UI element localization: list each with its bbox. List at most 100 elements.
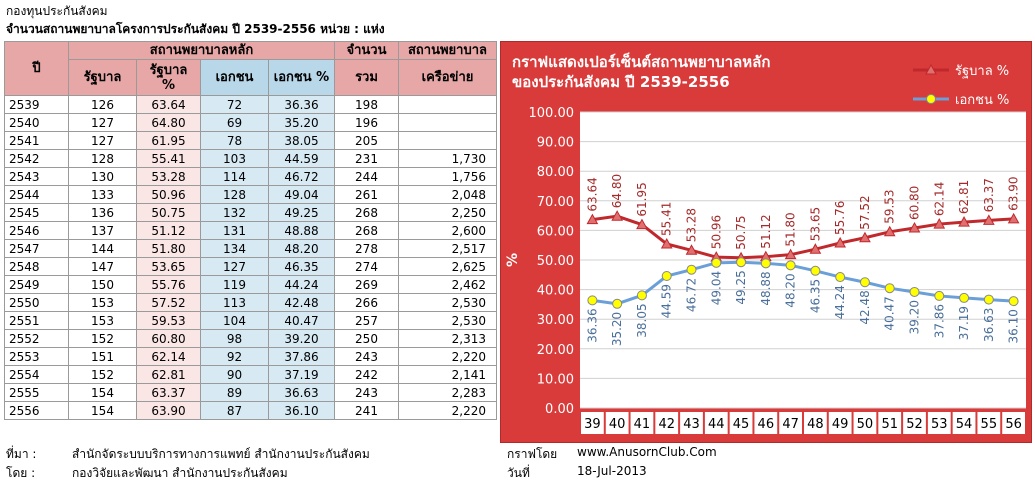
cell-gov: 136 — [68, 203, 137, 222]
cell-gov: 144 — [68, 239, 137, 258]
header-gov-pct: รัฐบาล % — [136, 59, 201, 96]
by-label: โดย : — [6, 466, 36, 480]
cell-private: 131 — [200, 221, 269, 240]
cell-gov: 152 — [68, 329, 137, 348]
cell-network: 1,756 — [398, 167, 497, 186]
table-row: 2547 144 51.80 134 48.20 278 2,517 — [4, 239, 497, 258]
x-tick-box — [680, 412, 703, 434]
data-label-priv: 35.20 — [610, 312, 624, 346]
table-title: จำนวนสถานพยาบาลโครงการประกันสังคม ปี 253… — [6, 22, 385, 36]
cell-private: 103 — [200, 149, 269, 168]
date-value: 18-Jul-2013 — [577, 464, 647, 478]
cell-network: 2,462 — [398, 275, 497, 294]
cell-year: 2551 — [4, 311, 69, 330]
cell-year: 2550 — [4, 293, 69, 312]
x-tick-label: 52 — [906, 417, 923, 432]
data-label-priv: 39.20 — [908, 300, 922, 334]
cell-total: 268 — [334, 221, 399, 240]
gov-point — [809, 243, 822, 254]
cell-network: 2,530 — [398, 293, 497, 312]
data-label-gov: 55.76 — [833, 201, 847, 235]
private-point — [983, 294, 994, 305]
table-row: 2546 137 51.12 131 48.88 268 2,600 — [4, 221, 497, 240]
data-table: ปี สถานพยาบาลหลัก จำนวน สถานพยาบาล รัฐบา… — [4, 41, 497, 420]
cell-private-pct: 49.25 — [268, 203, 335, 222]
cell-total: 269 — [334, 275, 399, 294]
x-tick-label: 49 — [832, 417, 849, 432]
gov-point — [611, 210, 624, 221]
header-network: สถานพยาบาล — [398, 41, 497, 60]
x-tick-box — [581, 412, 604, 434]
table-row: 2556 154 63.90 87 36.10 241 2,220 — [4, 401, 497, 420]
gov-point — [1007, 212, 1020, 224]
data-label-priv: 37.19 — [957, 306, 971, 340]
data-label-gov: 53.65 — [808, 207, 822, 241]
data-label-gov: 64.80 — [610, 174, 624, 208]
table-row: 2542 128 55.41 103 44.59 231 1,730 — [4, 149, 497, 168]
cell-gov: 133 — [68, 185, 137, 204]
data-label-priv: 44.24 — [833, 285, 847, 319]
y-tick-label: 0.00 — [545, 402, 574, 417]
data-label-priv: 37.86 — [932, 304, 946, 338]
cell-gov: 128 — [68, 149, 137, 168]
x-tick-box — [977, 412, 1001, 434]
x-tick-box — [903, 412, 926, 434]
legend-gov-label: รัฐบาล % — [955, 64, 1009, 79]
data-label-priv: 48.88 — [759, 271, 773, 305]
line-chart: กราฟแสดงเปอร์เซ็นต์สถานพยาบาลหลักของประก… — [505, 52, 1026, 434]
cell-private-pct: 37.19 — [268, 365, 335, 384]
cell-gov-pct: 62.81 — [136, 365, 201, 384]
cell-network: 2,048 — [398, 185, 497, 204]
cell-private-pct: 44.24 — [268, 275, 335, 294]
cell-total: 231 — [334, 149, 399, 168]
gov-point — [586, 213, 599, 225]
cell-total: 243 — [334, 347, 399, 366]
gov-point — [834, 236, 847, 248]
source-label: ที่มา : — [6, 447, 37, 461]
x-tick-box — [655, 412, 679, 434]
cell-private: 78 — [200, 131, 269, 150]
cell-private-pct: 49.04 — [268, 185, 335, 204]
data-label-gov: 62.14 — [932, 182, 946, 216]
cell-private: 90 — [200, 365, 269, 384]
x-tick-label: 53 — [931, 417, 948, 432]
cell-total: 242 — [334, 365, 399, 384]
data-label-priv: 46.35 — [808, 279, 822, 313]
table-row: 2552 152 60.80 98 39.20 250 2,313 — [4, 329, 497, 348]
legend-priv-marker — [926, 94, 936, 104]
graph-by-link[interactable]: www.AnusornClub.Com — [577, 445, 717, 459]
data-label-gov: 59.53 — [883, 189, 897, 223]
cell-private-pct: 36.63 — [268, 383, 335, 402]
gov-point — [636, 218, 648, 230]
x-tick-label: 48 — [807, 417, 824, 432]
private-point — [909, 286, 920, 297]
chart-title-line2: ของประกันสังคม ปี 2539-2556 — [512, 73, 730, 91]
cell-gov-pct: 51.80 — [136, 239, 201, 258]
cell-gov-pct: 53.65 — [136, 257, 201, 276]
data-label-priv: 46.72 — [685, 278, 699, 312]
cell-network: 2,220 — [398, 347, 497, 366]
cell-gov-pct: 59.53 — [136, 311, 201, 330]
x-tick-label: 56 — [1005, 417, 1022, 432]
x-tick-label: 45 — [733, 417, 750, 432]
x-tick-label: 55 — [981, 417, 998, 432]
data-label-gov: 53.28 — [685, 208, 699, 242]
y-tick-label: 80.00 — [537, 165, 574, 180]
cell-gov: 127 — [68, 113, 137, 132]
cell-year: 2556 — [4, 401, 69, 420]
cell-private: 127 — [200, 257, 269, 276]
private-point — [587, 295, 598, 306]
cell-total: 278 — [334, 239, 399, 258]
x-tick-box — [804, 412, 827, 434]
cell-total: 198 — [334, 95, 399, 114]
data-label-priv: 38.05 — [635, 303, 649, 337]
source-value: สำนักจัดระบบบริการทางการแพทย์ สำนักงานปร… — [72, 447, 370, 461]
cell-gov-pct: 57.52 — [136, 293, 201, 312]
gov-point — [685, 244, 698, 255]
y-tick-label: 90.00 — [537, 136, 574, 151]
cell-gov-pct: 64.80 — [136, 113, 201, 132]
gov-point — [883, 225, 896, 237]
table-row: 2553 151 62.14 92 37.86 243 2,220 — [4, 347, 497, 366]
private-point — [835, 272, 846, 283]
y-tick-label: 70.00 — [537, 195, 574, 210]
